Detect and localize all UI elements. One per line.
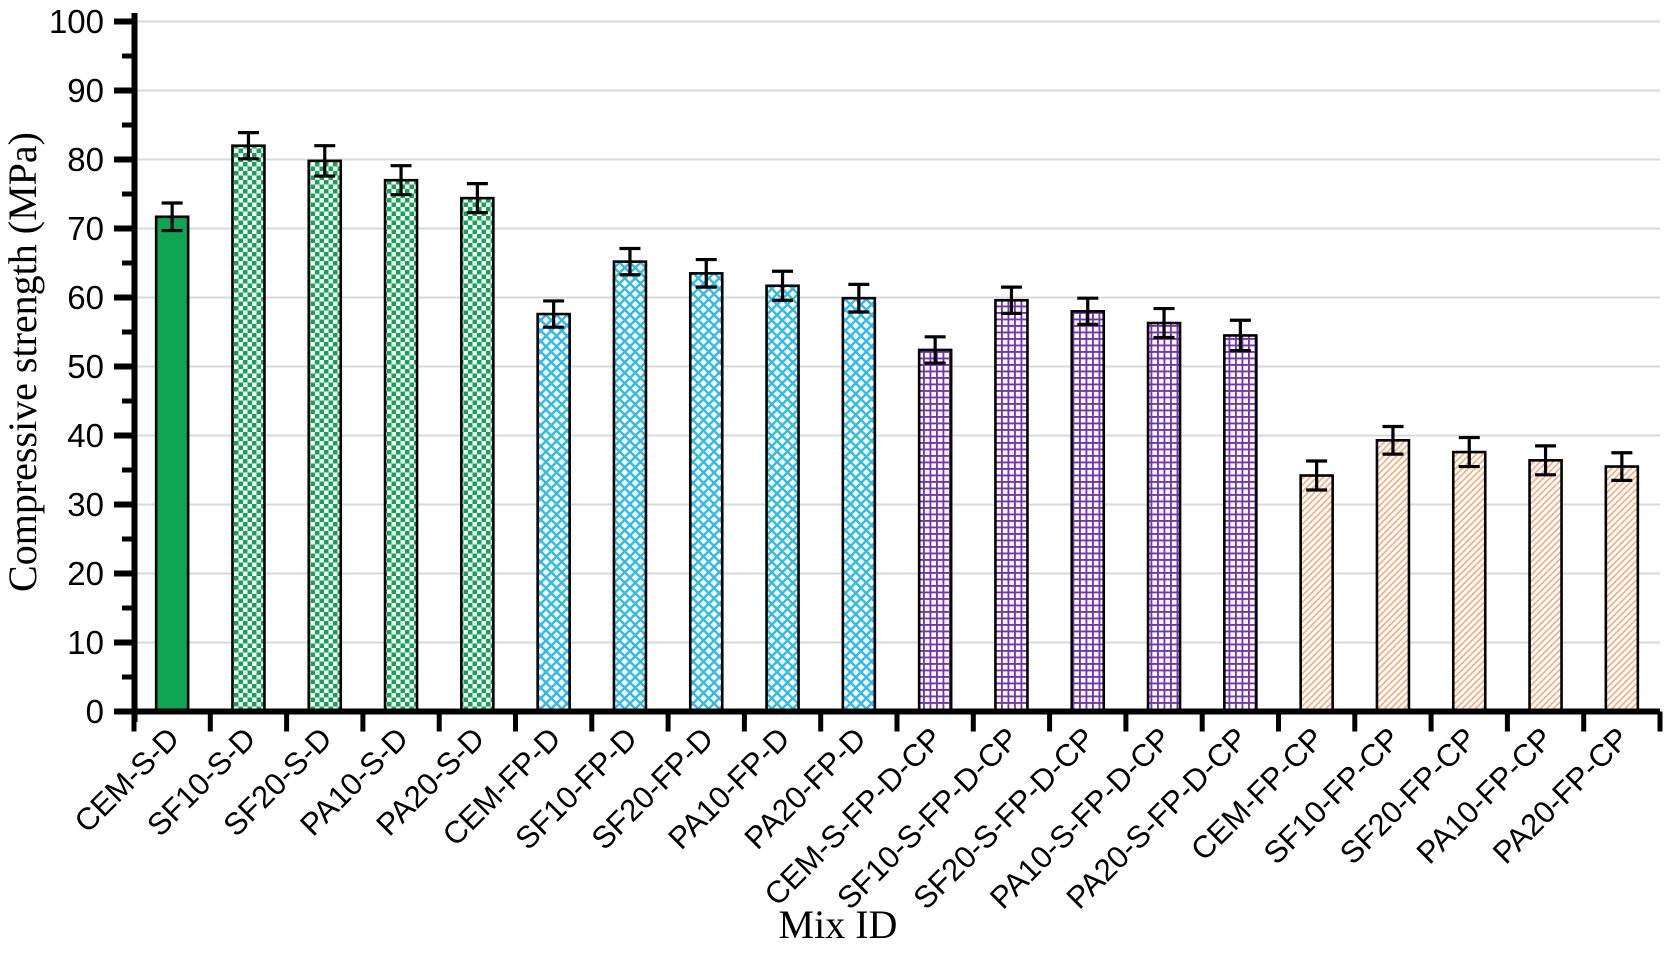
bar-PA20-FP-D <box>841 296 877 713</box>
bar-PA20-FP-CP <box>1604 465 1640 713</box>
bar-PA20-S-D <box>460 196 495 713</box>
bar-SF20-S-D <box>307 159 343 713</box>
error-bar-PA10-FP-D <box>772 269 794 302</box>
error-bar-PA20-S-D <box>466 182 488 215</box>
bar-CEM-FP-CP <box>1299 474 1334 713</box>
error-bar-PA10-FP-CP <box>1535 444 1557 477</box>
y-tick-label-90: 90 <box>67 72 104 109</box>
error-bar-PA20-S-FP-D-CP <box>1229 318 1251 353</box>
bar-PA20-S-FP-D-CP <box>1223 334 1258 713</box>
bar-CEM-FP-D <box>536 312 571 713</box>
x-axis-title: Mix ID <box>779 902 898 947</box>
error-bar-SF10-FP-D <box>619 246 641 277</box>
bar-PA10-FP-CP <box>1528 459 1563 713</box>
error-bar-SF10-S-FP-D-CP <box>1000 285 1022 315</box>
y-tick-label-40: 40 <box>67 417 104 454</box>
bar-PA10-S-D <box>383 178 419 713</box>
bar-SF10-S-D <box>231 144 266 713</box>
error-bar-CEM-S-D <box>161 201 183 233</box>
axes <box>114 13 1663 732</box>
bar-PA10-FP-D <box>765 284 800 713</box>
bar-CEM-S-FP-D-CP <box>917 348 953 713</box>
bar-SF10-FP-CP <box>1375 439 1411 713</box>
bar-CEM-S-D <box>154 215 190 713</box>
error-bar-PA10-S-D <box>390 164 412 197</box>
error-bar-CEM-FP-D <box>543 299 565 329</box>
error-bar-SF20-FP-CP <box>1458 435 1480 469</box>
error-bar-PA10-S-FP-D-CP <box>1153 306 1175 340</box>
bar-SF10-S-FP-D-CP <box>994 298 1029 713</box>
error-bars <box>161 130 1633 492</box>
bar-SF20-FP-CP <box>1451 450 1487 713</box>
error-bar-SF20-FP-D <box>695 257 717 289</box>
error-bar-SF10-S-D <box>237 130 259 161</box>
error-bar-SF20-S-D <box>314 144 336 178</box>
error-bar-PA20-FP-CP <box>1611 451 1633 482</box>
y-tick-label-100: 100 <box>49 3 104 40</box>
y-tick-label-0: 0 <box>86 693 104 730</box>
error-bar-PA20-FP-D <box>848 282 870 314</box>
y-axis-title: Compressive strength (MPa) <box>0 132 45 592</box>
y-tick-label-20: 20 <box>67 555 104 592</box>
error-bar-SF20-S-FP-D-CP <box>1077 296 1099 327</box>
gridlines <box>134 20 1660 644</box>
bar-SF20-S-FP-D-CP <box>1070 309 1106 713</box>
y-tick-label-30: 30 <box>67 486 104 523</box>
bar-SF10-FP-D <box>612 260 648 713</box>
y-tick-label-80: 80 <box>67 141 104 178</box>
y-tick-label-60: 60 <box>67 279 104 316</box>
bar-SF20-FP-D <box>688 272 724 713</box>
y-tick-label-70: 70 <box>67 210 104 247</box>
error-bar-SF10-FP-CP <box>1382 424 1404 456</box>
y-tick-label-50: 50 <box>67 348 104 385</box>
y-tick-label-10: 10 <box>67 624 104 661</box>
error-bar-CEM-S-FP-D-CP <box>924 335 946 365</box>
error-bar-CEM-FP-CP <box>1306 459 1328 492</box>
bar-PA10-S-FP-D-CP <box>1146 321 1182 713</box>
bars <box>154 144 1640 713</box>
